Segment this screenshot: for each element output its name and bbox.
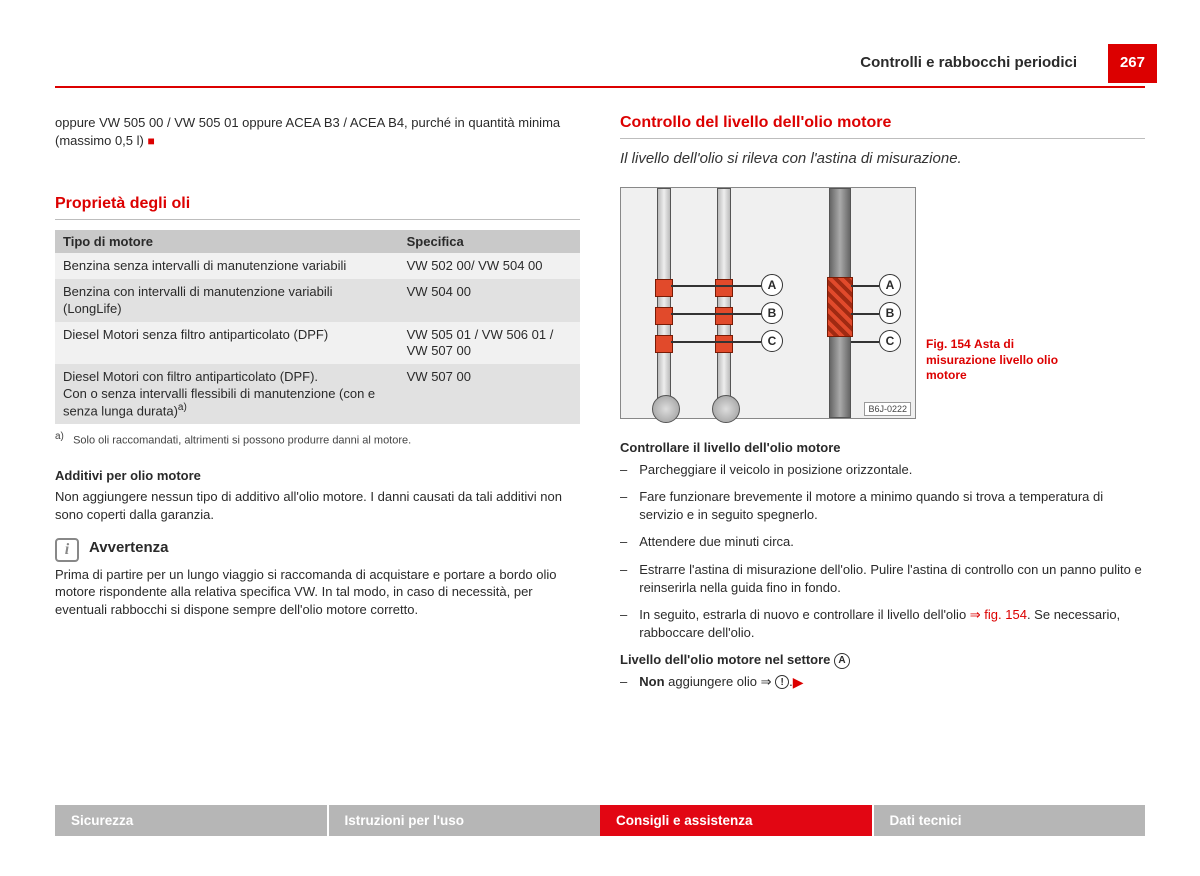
letter-pill-a: A	[834, 653, 850, 669]
table-row: Diesel Motori senza filtro antiparticola…	[55, 322, 580, 365]
right-column: Controllo del livello dell'olio motore I…	[620, 114, 1145, 702]
continue-arrow-icon: ▶	[793, 673, 804, 692]
table-row: Diesel Motori con filtro antiparticolato…	[55, 364, 580, 424]
footer-tabs: Sicurezza Istruzioni per l'uso Consigli …	[55, 805, 1145, 836]
end-marker-icon: ■	[147, 134, 154, 148]
warning-label: Avvertenza	[89, 539, 168, 556]
tab-instructions[interactable]: Istruzioni per l'uso	[327, 805, 601, 836]
table-row: Benzina con intervalli di manutenzione v…	[55, 279, 580, 322]
oil-level-heading: Controllo del livello dell'olio motore	[620, 114, 1145, 139]
figure-code: B6J-0222	[864, 402, 911, 416]
zone-label-a: A	[761, 274, 783, 296]
list-item: Estrarre l'astina di misurazione dell'ol…	[620, 561, 1145, 596]
info-icon: i	[55, 538, 79, 562]
additives-body: Non aggiungere nessun tipo di additivo a…	[55, 488, 580, 523]
header-title: Controlli e rabbocchi periodici	[860, 54, 1077, 71]
tab-technical-data[interactable]: Dati tecnici	[872, 805, 1146, 836]
footnote: a) Solo oli raccomandati, altrimenti si …	[55, 430, 580, 449]
list-item: Non aggiungere olio ⇒ !. ▶	[620, 673, 1145, 692]
th-engine-type: Tipo di motore	[55, 230, 399, 253]
left-column: oppure VW 505 00 / VW 505 01 oppure ACEA…	[55, 114, 580, 702]
caution-icon: !	[775, 675, 789, 689]
tab-safety[interactable]: Sicurezza	[55, 805, 327, 836]
footnote-ref: a)	[178, 402, 187, 413]
list-item: Parcheggiare il veicolo in posizione ori…	[620, 461, 1145, 479]
figure-caption: Fig. 154 Asta di misurazione livello oli…	[926, 337, 1076, 384]
warning-body: Prima di partire per un lungo viaggio si…	[55, 566, 580, 619]
page-number-badge: 267	[1108, 44, 1157, 83]
table-row: Benzina senza intervalli di manutenzione…	[55, 253, 580, 279]
page-header: Controlli e rabbocchi periodici 267	[55, 50, 1145, 88]
zone-label-c: C	[761, 330, 783, 352]
additives-subhead: Additivi per olio motore	[55, 467, 580, 485]
figure-reference[interactable]: ⇒ fig. 154	[970, 607, 1027, 622]
th-specification: Specifica	[399, 230, 580, 253]
lede-text: Il livello dell'olio si rileva con l'ast…	[620, 149, 1145, 169]
list-item: Attendere due minuti circa.	[620, 533, 1145, 551]
oil-properties-heading: Proprietà degli oli	[55, 195, 580, 220]
steps-list: Parcheggiare il veicolo in posizione ori…	[620, 461, 1145, 641]
level-sector-label: Livello dell'olio motore nel settore A	[620, 651, 1145, 669]
zone-label-b: B	[761, 302, 783, 324]
check-level-subhead: Controllare il livello dell'olio motore	[620, 439, 1145, 457]
zone-label-c2: C	[879, 330, 901, 352]
zone-label-b2: B	[879, 302, 901, 324]
figure-154: A B C A B C B6J-0222	[620, 187, 1145, 419]
intro-paragraph: oppure VW 505 00 / VW 505 01 oppure ACEA…	[55, 114, 580, 149]
dipstick-diagram: A B C A B C B6J-0222	[620, 187, 916, 419]
oil-spec-table: Tipo di motore Specifica Benzina senza i…	[55, 230, 580, 424]
intro-text: oppure VW 505 00 / VW 505 01 oppure ACEA…	[55, 115, 560, 148]
tab-advice-assistance[interactable]: Consigli e assistenza	[600, 805, 872, 836]
zone-label-a2: A	[879, 274, 901, 296]
list-item: Fare funzionare brevemente il motore a m…	[620, 488, 1145, 523]
list-item: In seguito, estrarla di nuovo e controll…	[620, 606, 1145, 641]
